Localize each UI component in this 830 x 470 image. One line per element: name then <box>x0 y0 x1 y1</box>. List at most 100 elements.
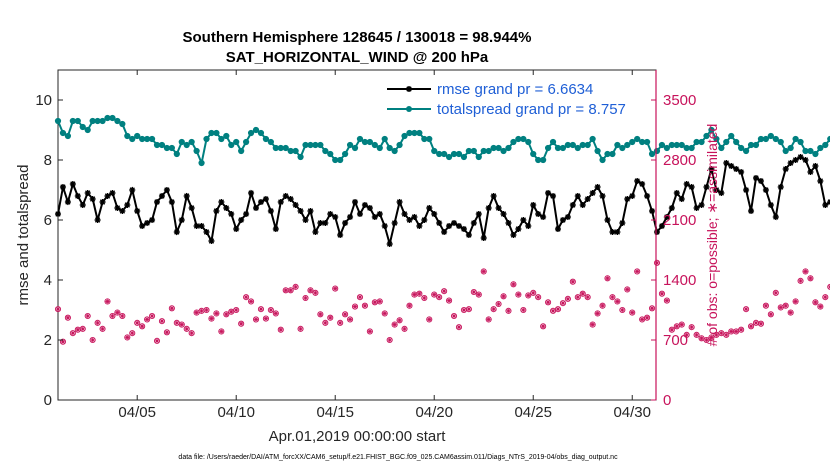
totalspread-series-point <box>802 147 809 155</box>
rmse-series-point <box>154 199 161 205</box>
obs-assimilated-point <box>382 311 387 316</box>
totalspread-series-point <box>708 126 715 134</box>
obs-assimilated-point <box>501 294 506 299</box>
totalspread-series-point <box>238 147 245 155</box>
obs-possible-point <box>99 325 106 332</box>
obs-possible-point <box>312 289 319 296</box>
obs-assimilated-point <box>367 329 372 334</box>
rmse-series-point <box>352 199 359 205</box>
obs-possible-point <box>208 315 215 322</box>
rmse-series-point <box>540 214 547 220</box>
totalspread-series-point <box>683 144 690 152</box>
obs-possible-point <box>139 323 146 330</box>
rmse-series-point <box>441 229 448 235</box>
totalspread-series-point <box>396 141 403 149</box>
rmse-series-point <box>817 178 824 184</box>
totalspread-series-point <box>564 141 571 149</box>
totalspread-series-point <box>436 150 443 158</box>
rmse-series-point <box>208 238 215 244</box>
rmse-series-point <box>178 217 185 223</box>
y-tick-label-right: 700 <box>663 332 688 349</box>
obs-possible-point <box>277 326 284 333</box>
totalspread-series-point <box>728 132 735 140</box>
obs-possible-point <box>629 309 636 316</box>
obs-possible-point <box>644 314 651 321</box>
obs-possible-point <box>149 312 156 320</box>
obs-assimilated-point <box>189 331 194 336</box>
obs-assimilated-point <box>719 331 724 336</box>
obs-assimilated-point <box>348 317 353 322</box>
obs-assimilated-point <box>773 290 778 295</box>
obs-assimilated-point <box>753 320 758 325</box>
obs-assimilated-point <box>90 338 95 342</box>
obs-assimilated-point <box>630 310 635 315</box>
rmse-series-point <box>688 184 695 190</box>
obs-possible-point <box>535 294 542 301</box>
obs-possible-point <box>663 297 670 304</box>
obs-possible-point <box>302 294 309 302</box>
totalspread-series-point <box>243 138 250 146</box>
obs-assimilated-point <box>422 296 427 300</box>
rmse-series-point <box>431 211 438 217</box>
obs-possible-point <box>772 289 779 296</box>
obs-assimilated-point <box>555 307 560 312</box>
totalspread-series-point <box>594 147 601 155</box>
rmse-series-point <box>228 211 235 217</box>
rmse-series-point <box>525 223 532 229</box>
rmse-series-point <box>381 223 388 229</box>
obs-assimilated-point <box>125 335 130 340</box>
obs-assimilated-point <box>145 317 150 322</box>
x-tick-label: 04/25 <box>514 404 552 421</box>
rmse-series-point <box>559 217 566 223</box>
obs-possible-point <box>386 336 393 344</box>
rmse-series-point <box>495 205 502 211</box>
obs-possible-point <box>624 286 631 293</box>
totalspread-series-point <box>178 138 185 146</box>
rmse-series-point <box>94 217 101 223</box>
obs-assimilated-point <box>179 322 184 327</box>
obs-possible-point <box>723 331 730 338</box>
totalspread-series-point <box>445 153 453 161</box>
rmse-series-point <box>361 202 368 208</box>
totalspread-series-point <box>584 141 591 149</box>
totalspread-series-point <box>703 132 710 140</box>
totalspread-series-point <box>713 135 720 143</box>
obs-assimilated-point <box>531 290 536 295</box>
obs-assimilated-point <box>551 308 556 313</box>
obs-possible-point <box>614 298 621 305</box>
totalspread-series-point <box>470 147 477 155</box>
totalspread-series-point <box>287 147 294 155</box>
totalspread-series-point <box>757 135 765 143</box>
obs-assimilated-point <box>496 302 501 306</box>
obs-assimilated-point <box>184 326 189 331</box>
obs-possible-point <box>347 316 354 323</box>
obs-assimilated-point <box>481 269 486 274</box>
obs-possible-point <box>822 294 829 301</box>
obs-possible-point <box>366 328 373 335</box>
obs-assimilated-point <box>486 317 491 322</box>
totalspread-series-point <box>465 147 472 155</box>
rmse-series-point <box>188 205 195 211</box>
totalspread-series-point <box>579 141 586 149</box>
obs-assimilated-point <box>427 317 432 322</box>
rmse-series-point <box>629 193 636 199</box>
obs-assimilated-point <box>268 308 273 312</box>
obs-possible-point <box>257 306 265 313</box>
totalspread-series-point <box>777 138 784 146</box>
obs-possible-point <box>802 268 809 275</box>
obs-assimilated-point <box>590 322 595 327</box>
obs-assimilated-point <box>313 290 318 295</box>
rmse-series-point <box>574 193 581 199</box>
rmse-series-point <box>64 199 71 205</box>
rmse-series-point <box>213 208 220 214</box>
totalspread-series-point <box>574 144 581 152</box>
obs-possible-point <box>792 298 799 305</box>
obs-possible-point <box>307 287 314 294</box>
obs-assimilated-point <box>387 338 392 342</box>
obs-assimilated-point <box>283 288 288 293</box>
totalspread-series-point <box>535 156 542 164</box>
rmse-series-point <box>564 214 571 220</box>
obs-assimilated-point <box>758 321 763 326</box>
x-tick-label: 04/15 <box>316 404 354 421</box>
obs-assimilated-point <box>575 295 580 300</box>
